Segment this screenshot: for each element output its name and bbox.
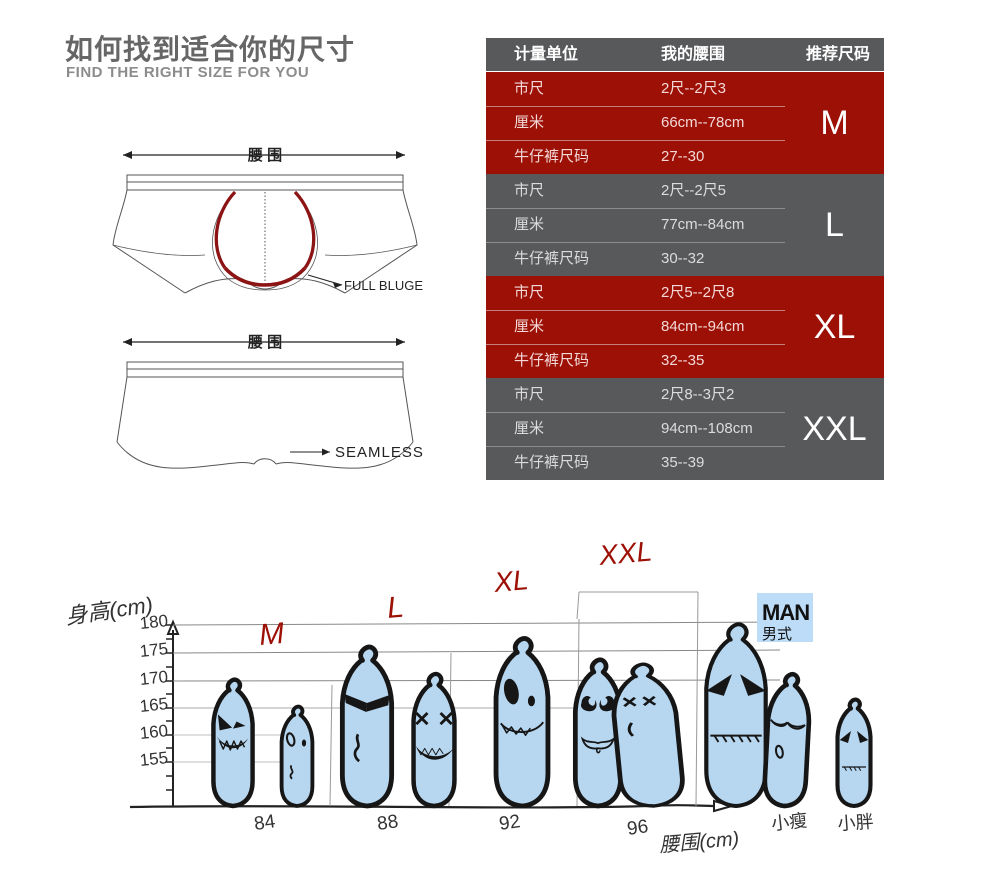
svg-text:XXL: XXL [597,540,653,571]
svg-text:SEAMLESS: SEAMLESS [335,444,424,461]
svg-text:88: 88 [376,811,400,835]
svg-text:男式: 男式 [762,626,792,643]
svg-text:M: M [258,617,286,652]
svg-text:160: 160 [139,721,169,743]
svg-text:L: L [386,591,406,625]
svg-text:170: 170 [139,667,169,689]
svg-text:FULL BLUGE: FULL BLUGE [344,278,423,293]
svg-text:84: 84 [253,811,277,835]
svg-text:腰 围: 腰 围 [247,334,282,351]
svg-text:小瘦: 小瘦 [770,810,808,834]
svg-text:腰 围: 腰 围 [247,147,282,164]
svg-text:小胖: 小胖 [837,812,874,834]
svg-text:165: 165 [139,694,169,716]
svg-text:96: 96 [626,816,650,840]
svg-text:175: 175 [139,639,169,661]
svg-text:XL: XL [492,564,530,598]
svg-text:155: 155 [139,748,169,770]
svg-text:92: 92 [498,811,522,835]
svg-text:MAN: MAN [762,600,809,625]
svg-text:腰围(cm): 腰围(cm) [659,828,741,857]
